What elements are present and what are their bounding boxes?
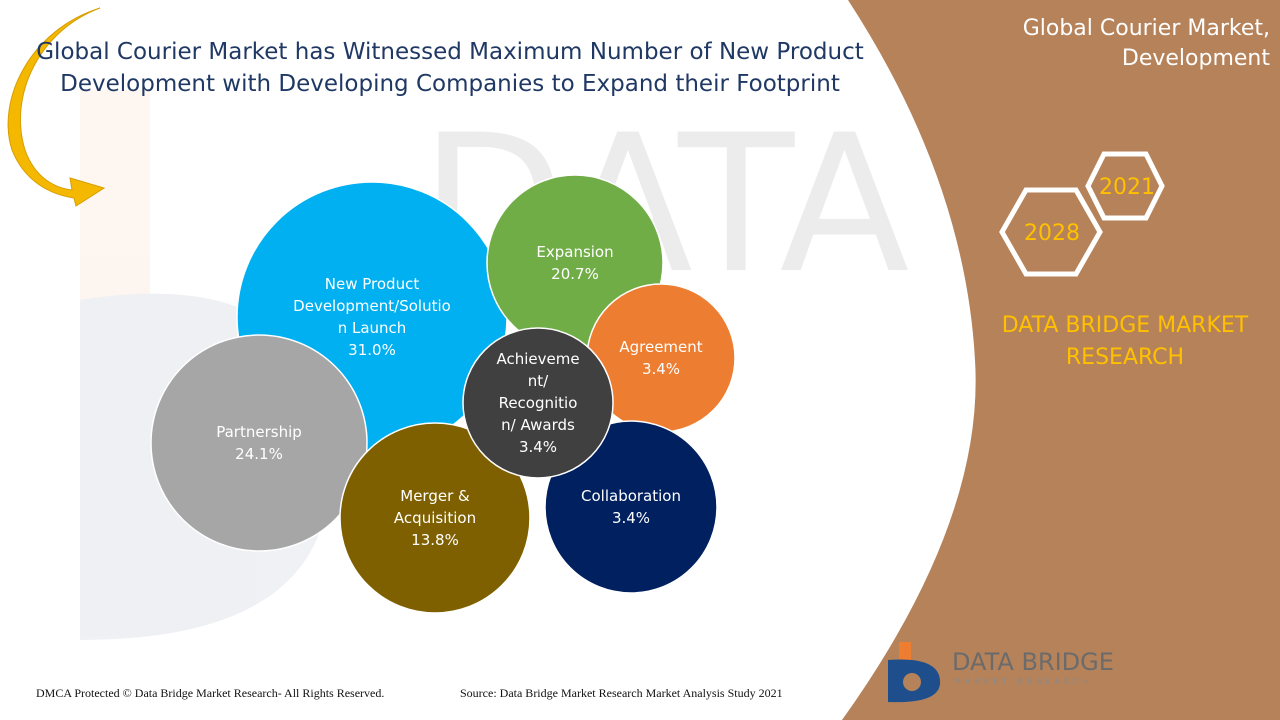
bubble-value-label: 3.4% xyxy=(519,438,557,456)
curved-arrow-icon xyxy=(7,7,106,207)
bubble-value-label: 13.8% xyxy=(411,531,459,549)
brand-name: DATA BRIDGE MARKET RESEARCH xyxy=(990,310,1260,374)
copyright-notice: DMCA Protected © Data Bridge Market Rese… xyxy=(36,686,385,700)
hexagon-2028 xyxy=(999,187,1103,277)
bubble-category-label: New Product xyxy=(325,275,420,293)
side-title-line-2: Development xyxy=(1121,46,1270,71)
title-line-1: Global Courier Market has Witnessed Maxi… xyxy=(36,39,864,65)
bubble-category-label: Partnership xyxy=(216,423,302,441)
logo-hole-icon xyxy=(903,673,921,691)
bubble-value-label: 20.7% xyxy=(551,265,599,283)
logo-subtext: MARKET RESEARCH xyxy=(954,677,1093,686)
bubble-achievement-recognition-awards: Achieveme nt/Recognitio n/ Awards 3.4% xyxy=(462,327,614,479)
bubble-agreement: Agreement 3.4% xyxy=(586,283,736,433)
year-2028-label: 2028 xyxy=(1024,221,1080,246)
brand-line-1: DATA BRIDGE MARKET xyxy=(1001,313,1249,338)
side-panel xyxy=(842,0,1280,720)
bubble-category-label: Recognitio xyxy=(499,394,578,412)
bubble-category-label: Expansion xyxy=(536,243,613,261)
bubble-category-label: Merger & xyxy=(400,487,470,505)
bubble-value-label: 31.0% xyxy=(348,341,396,359)
bubble-partnership: Partnership 24.1% xyxy=(150,334,368,552)
title-line-2: Development with Developing Companies to… xyxy=(60,71,840,97)
bubble-category-label: n Launch xyxy=(338,319,407,337)
bubble-category-label: Acquisition xyxy=(394,509,476,527)
bubble-circle xyxy=(150,334,368,552)
bubble-category-label: Collaboration xyxy=(581,487,681,505)
page-title: Global Courier Market has Witnessed Maxi… xyxy=(20,36,880,100)
bubble-collaboration: Collaboration 3.4% xyxy=(544,420,718,594)
side-title-line-1: Global Courier Market, xyxy=(1022,16,1270,41)
side-title: Global Courier Market, Development xyxy=(990,14,1270,74)
bubble-circle xyxy=(339,422,531,614)
bubble-value-label: 24.1% xyxy=(235,445,283,463)
logo-text: DATA BRIDGE xyxy=(952,648,1114,676)
bubble-category-label: Development/Solutio xyxy=(293,297,451,315)
bubble-circle xyxy=(462,327,614,479)
source-note: Source: Data Bridge Market Research Mark… xyxy=(460,686,783,700)
year-2021-label: 2021 xyxy=(1099,175,1155,200)
hexagon-2021 xyxy=(1085,151,1165,221)
bubble-category-label: n/ Awards xyxy=(501,416,575,434)
bubble-category-label: Agreement xyxy=(619,338,702,356)
bubble-merger-acquisition: Merger & Acquisition 13.8% xyxy=(339,422,531,614)
brand-line-2: RESEARCH xyxy=(1065,345,1185,370)
bubble-value-label: 3.4% xyxy=(612,509,650,527)
bubble-category-label: Achieveme xyxy=(496,350,579,368)
bubble-circle xyxy=(544,420,718,594)
bubble-value-label: 3.4% xyxy=(642,360,680,378)
bubble-category-label: nt/ xyxy=(528,372,549,390)
